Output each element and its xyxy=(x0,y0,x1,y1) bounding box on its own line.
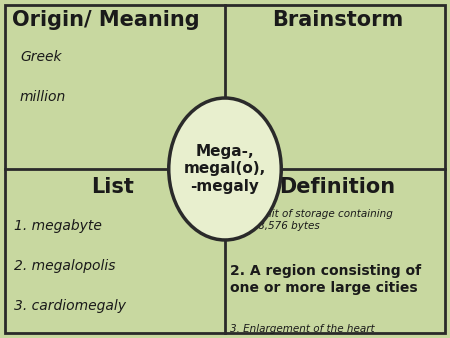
Text: 2. A region consisting of
one or more large cities: 2. A region consisting of one or more la… xyxy=(230,264,421,295)
Text: 3. Enlargement of the heart: 3. Enlargement of the heart xyxy=(230,324,374,334)
Text: Brainstorm: Brainstorm xyxy=(272,10,403,30)
Text: 1. megabyte: 1. megabyte xyxy=(14,219,102,233)
Text: 2. megalopolis: 2. megalopolis xyxy=(14,259,116,273)
Text: 3. cardiomegaly: 3. cardiomegaly xyxy=(14,299,126,313)
Text: Origin/ Meaning: Origin/ Meaning xyxy=(12,10,200,30)
Text: 1. A unit of storage containing
1,048,576 bytes: 1. A unit of storage containing 1,048,57… xyxy=(235,209,393,232)
Text: Greek: Greek xyxy=(20,50,62,64)
Text: Definition: Definition xyxy=(279,177,396,197)
Text: million: million xyxy=(20,90,66,104)
Text: Mega-,
megal(o),
-megaly: Mega-, megal(o), -megaly xyxy=(184,144,266,194)
Text: List: List xyxy=(91,177,134,197)
Ellipse shape xyxy=(169,98,281,240)
